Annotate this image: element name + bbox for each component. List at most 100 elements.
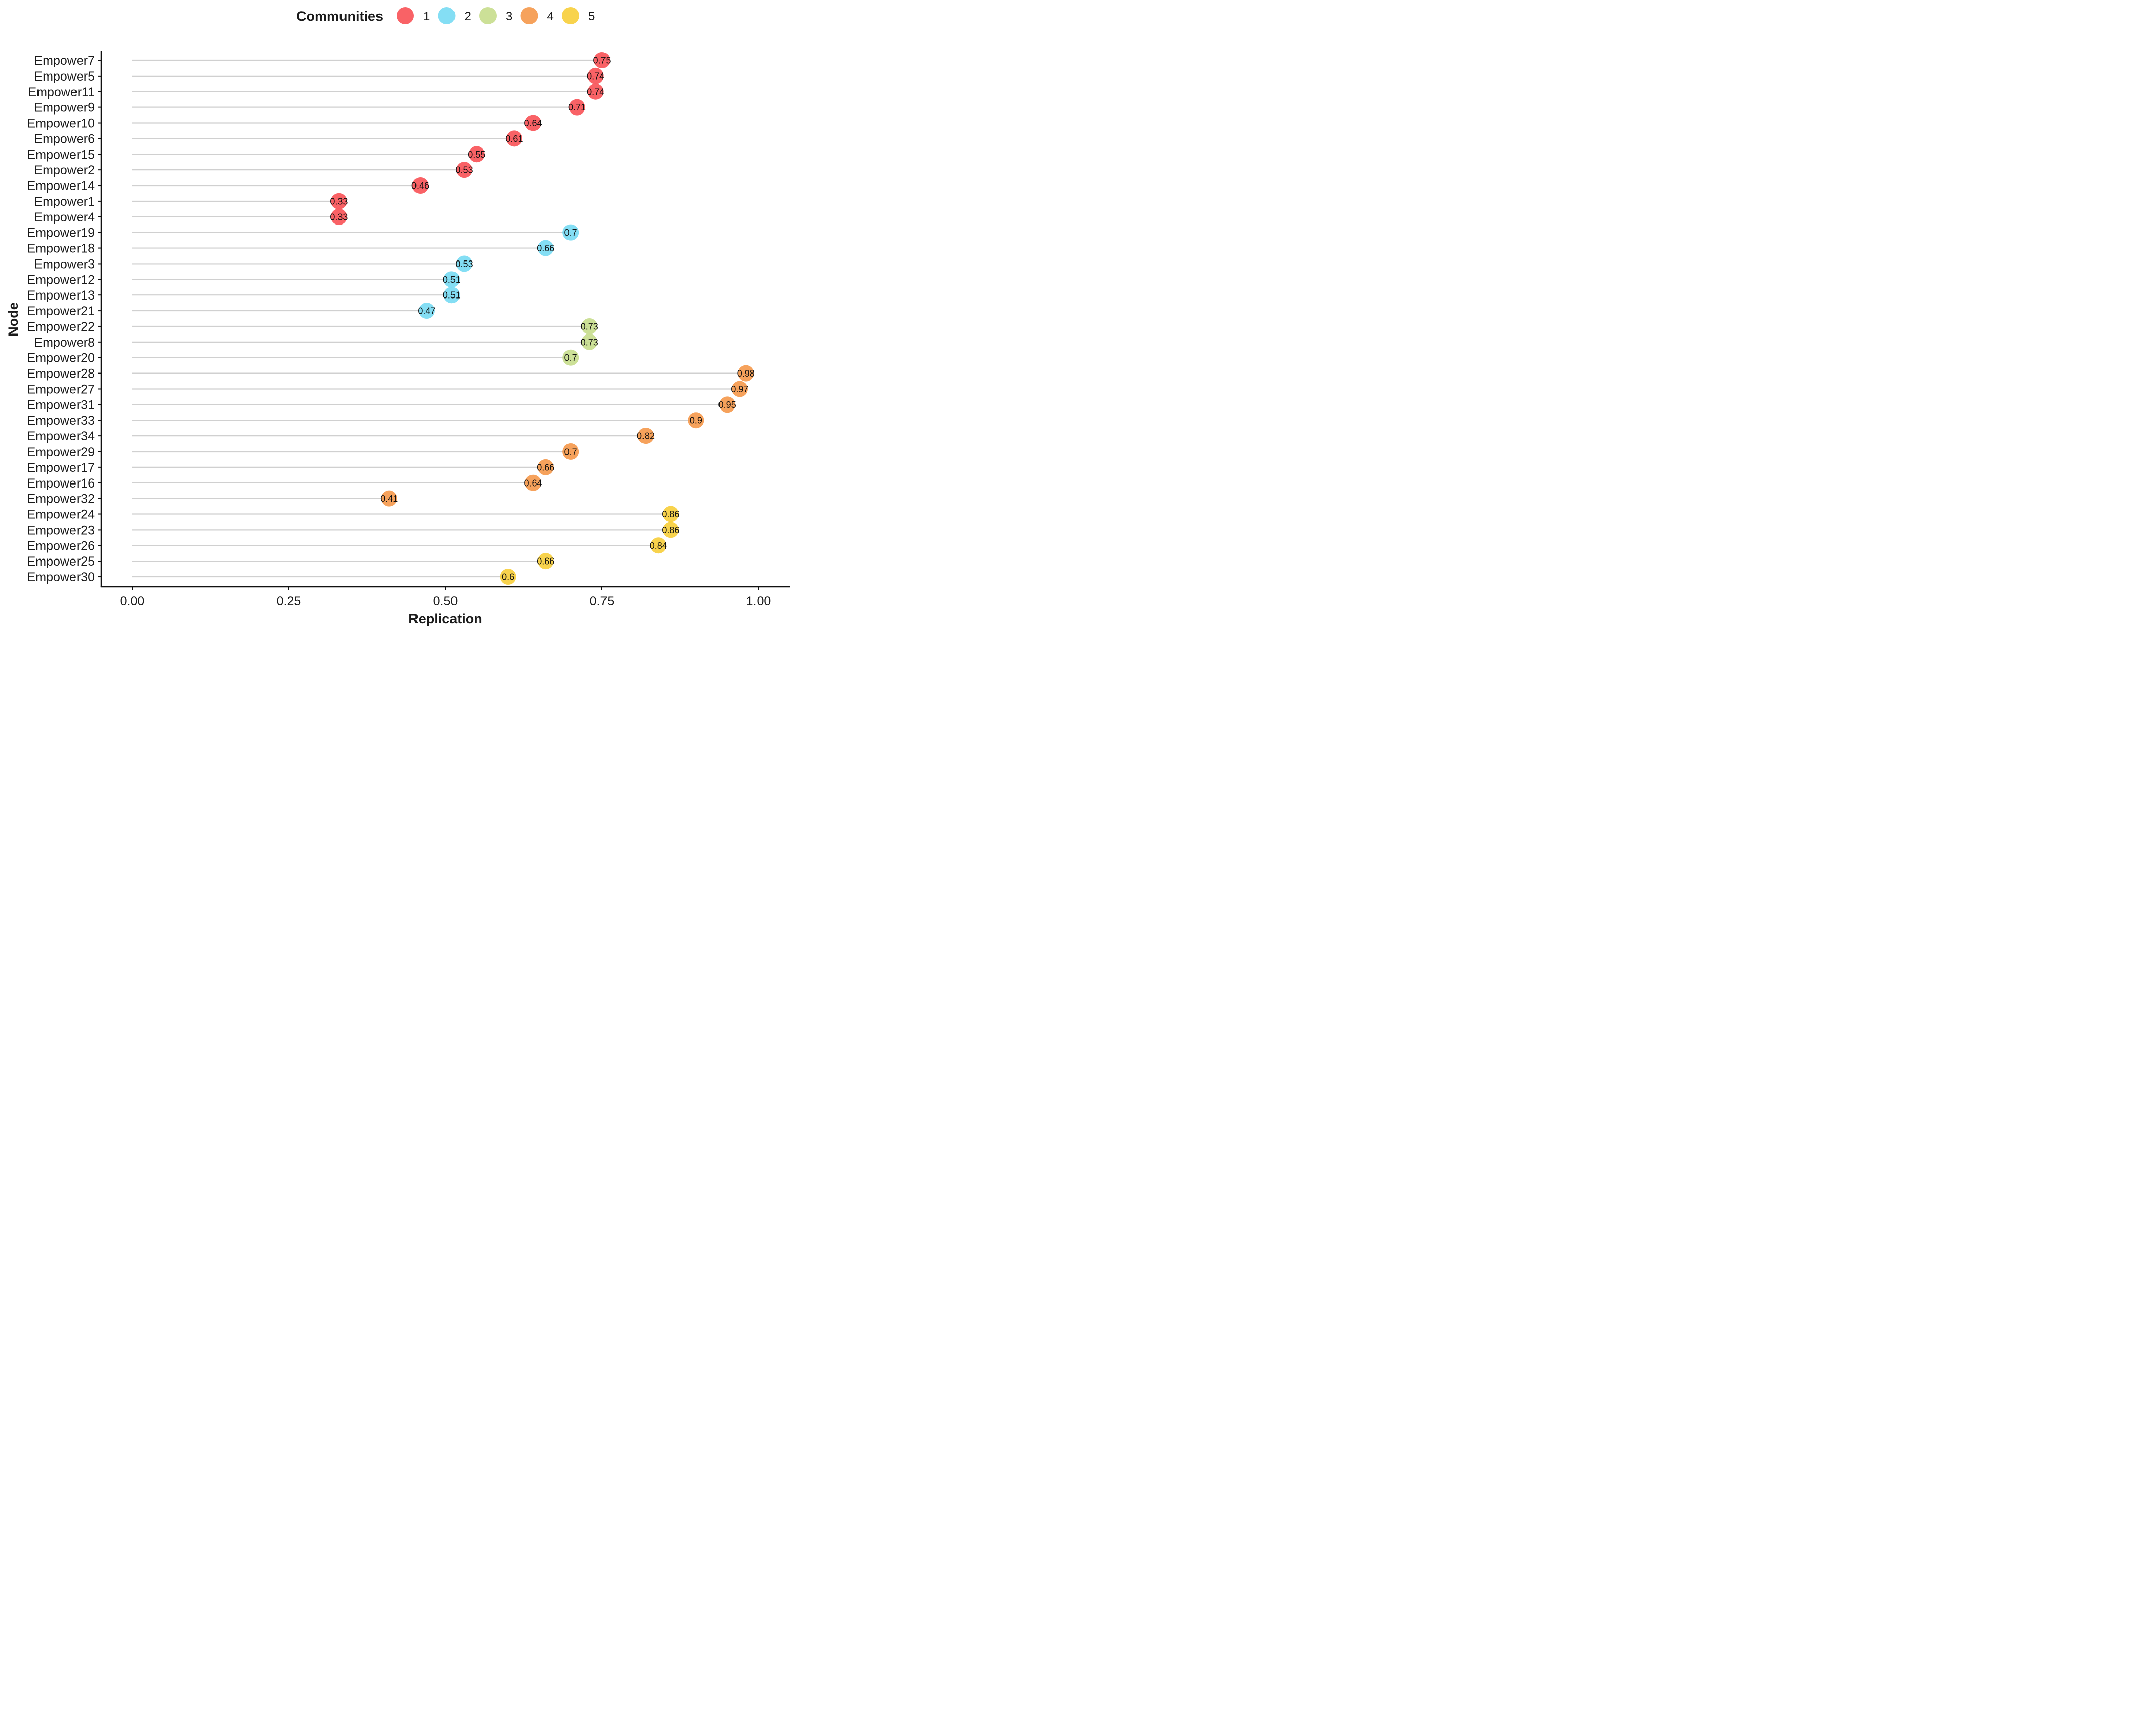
y-tick-label-empower7: Empower7 [34, 54, 95, 68]
legend-title: Communities [296, 9, 383, 24]
point-empower29 [562, 443, 579, 460]
y-tick-label-empower8: Empower8 [34, 336, 95, 350]
y-tick-label-empower6: Empower6 [34, 132, 95, 146]
point-empower25 [537, 553, 554, 570]
y-tick-label-empower12: Empower12 [27, 273, 95, 287]
y-tick-label-empower1: Empower1 [34, 195, 95, 209]
data-label-empower29: 0.7 [564, 447, 577, 457]
y-axis-title: Node [6, 302, 21, 337]
data-label-empower28: 0.98 [737, 368, 755, 379]
data-label-empower21: 0.47 [418, 306, 435, 316]
y-tick-label-empower26: Empower26 [27, 539, 95, 553]
x-tick-label: 0.25 [277, 594, 301, 608]
x-tick-label: 0.00 [120, 594, 145, 608]
legend: Communities 1 2 3 4 5 [296, 7, 595, 24]
data-label-empower5: 0.74 [587, 71, 604, 81]
legend-label-1: 1 [423, 10, 430, 23]
data-label-empower2: 0.53 [456, 165, 473, 175]
y-tick-label-empower11: Empower11 [28, 85, 95, 99]
y-tick-label-empower17: Empower17 [27, 461, 95, 475]
x-tick-label: 0.50 [433, 594, 458, 608]
y-tick-label-empower4: Empower4 [34, 210, 95, 225]
point-empower12 [443, 271, 460, 288]
data-label-empower18: 0.66 [537, 243, 554, 253]
y-tick-label-empower25: Empower25 [27, 554, 95, 569]
point-empower27 [731, 381, 748, 397]
y-tick-label-empower20: Empower20 [27, 351, 95, 365]
data-label-empower34: 0.82 [637, 431, 655, 441]
point-empower22 [581, 318, 598, 334]
data-label-empower13: 0.51 [443, 290, 461, 301]
point-empower4 [330, 208, 347, 225]
data-label-empower23: 0.86 [662, 525, 679, 535]
data-label-empower30: 0.6 [502, 572, 514, 582]
x-tick-label: 1.00 [746, 594, 771, 608]
data-label-empower3: 0.53 [456, 259, 473, 269]
data-label-empower7: 0.75 [593, 56, 611, 66]
data-label-empower4: 0.33 [330, 212, 348, 222]
y-tick-label-empower19: Empower19 [27, 226, 95, 240]
point-empower20 [562, 349, 579, 366]
data-label-empower32: 0.41 [380, 494, 398, 504]
point-empower18 [537, 240, 554, 256]
y-tick-label-empower3: Empower3 [34, 257, 95, 271]
point-empower3 [456, 255, 473, 272]
data-label-empower9: 0.71 [568, 102, 586, 113]
data-labels: 0.750.740.740.710.640.610.550.530.460.33… [330, 56, 754, 582]
point-empower34 [637, 428, 654, 444]
y-tick-label-empower31: Empower31 [27, 398, 95, 412]
data-label-empower25: 0.66 [537, 556, 554, 567]
data-label-empower31: 0.95 [718, 400, 736, 410]
y-tick-label-empower24: Empower24 [27, 508, 95, 522]
data-label-empower20: 0.7 [564, 353, 577, 363]
legend-swatch-2 [438, 7, 456, 24]
y-tick-label-empower23: Empower23 [27, 523, 95, 537]
data-label-empower1: 0.33 [330, 196, 348, 206]
x-axis-title: Replication [408, 611, 482, 626]
data-label-empower17: 0.66 [537, 462, 554, 472]
data-label-empower26: 0.84 [650, 541, 667, 551]
point-empower24 [662, 506, 679, 523]
data-label-empower15: 0.55 [468, 150, 485, 160]
point-empower14 [412, 177, 429, 194]
y-tick-label-empower15: Empower15 [27, 147, 95, 162]
point-empower21 [418, 303, 435, 319]
point-empower16 [525, 474, 542, 491]
data-label-empower8: 0.73 [581, 337, 598, 347]
point-empower5 [587, 67, 604, 84]
y-tick-label-empower29: Empower29 [27, 445, 95, 459]
legend-label-5: 5 [588, 10, 595, 23]
point-empower32 [381, 490, 397, 507]
y-tick-label-empower14: Empower14 [27, 179, 95, 193]
point-empower31 [719, 396, 736, 413]
y-tick-label-empower33: Empower33 [27, 414, 95, 428]
data-label-empower22: 0.73 [581, 321, 598, 331]
y-tick-label-empower27: Empower27 [27, 382, 95, 396]
data-label-empower33: 0.9 [690, 416, 702, 426]
y-tick-label-empower18: Empower18 [27, 242, 95, 256]
data-label-empower16: 0.64 [524, 478, 542, 488]
point-empower2 [456, 162, 473, 178]
point-empower6 [506, 130, 522, 147]
data-label-empower6: 0.61 [505, 134, 523, 144]
lollipop-stems [132, 59, 746, 578]
point-empower33 [688, 412, 704, 429]
point-empower26 [650, 537, 667, 554]
x-axis-ticks: 0.00 0.25 0.50 0.75 1.00 [120, 587, 771, 608]
legend-entries: 1 2 3 4 5 [397, 7, 595, 24]
legend-swatch-4 [520, 7, 538, 24]
point-empower1 [330, 193, 347, 209]
y-tick-label-empower13: Empower13 [27, 288, 95, 303]
point-empower15 [468, 146, 485, 163]
data-label-empower14: 0.46 [411, 181, 429, 191]
plot-area: 0.750.740.740.710.640.610.550.530.460.33… [132, 52, 755, 585]
y-tick-label-empower10: Empower10 [27, 117, 95, 131]
legend-swatch-5 [562, 7, 579, 24]
point-empower11 [587, 83, 604, 100]
data-label-empower24: 0.86 [662, 509, 679, 519]
point-empower8 [581, 333, 598, 350]
data-label-empower10: 0.64 [524, 118, 542, 128]
legend-swatch-3 [479, 7, 497, 24]
